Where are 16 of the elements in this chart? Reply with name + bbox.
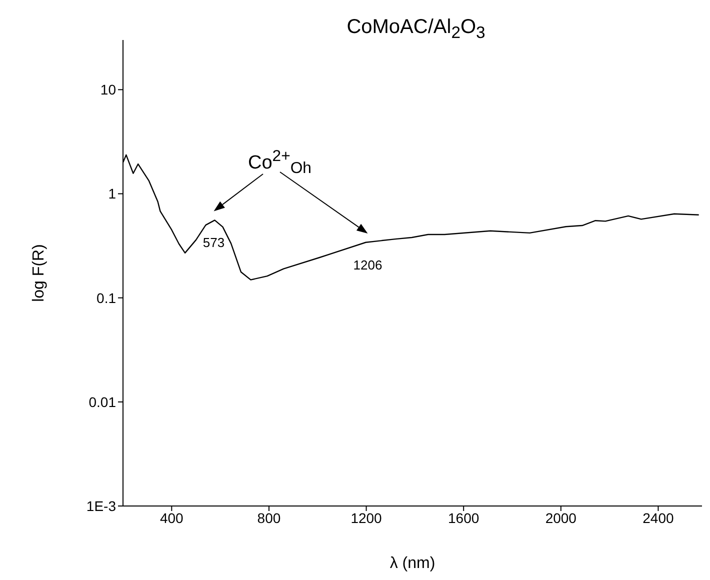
x-axis-title: λ (nm) xyxy=(390,555,436,572)
x-tick-label: 1600 xyxy=(448,510,480,526)
y-tick-label: 0.01 xyxy=(88,394,116,410)
y-tick-label: 1E-3 xyxy=(86,498,116,514)
annotation: 573 xyxy=(202,235,225,250)
x-tick-label: 2400 xyxy=(642,510,674,526)
x-tick-label: 800 xyxy=(257,510,281,526)
y-tick-label: 1 xyxy=(108,186,116,202)
x-tick-label: 1200 xyxy=(350,510,382,526)
chart-title: CoMoAC/Al$_{2}$O$_{3}$ xyxy=(346,16,486,43)
x-tick-label: 400 xyxy=(160,510,184,526)
y-tick-label: 0.1 xyxy=(96,290,116,306)
y-tick-label: 10 xyxy=(100,82,116,98)
x-tick-label: 2000 xyxy=(545,510,577,526)
annotation: 1206 xyxy=(353,258,382,273)
y-axis-title: log F(R) xyxy=(30,244,48,302)
